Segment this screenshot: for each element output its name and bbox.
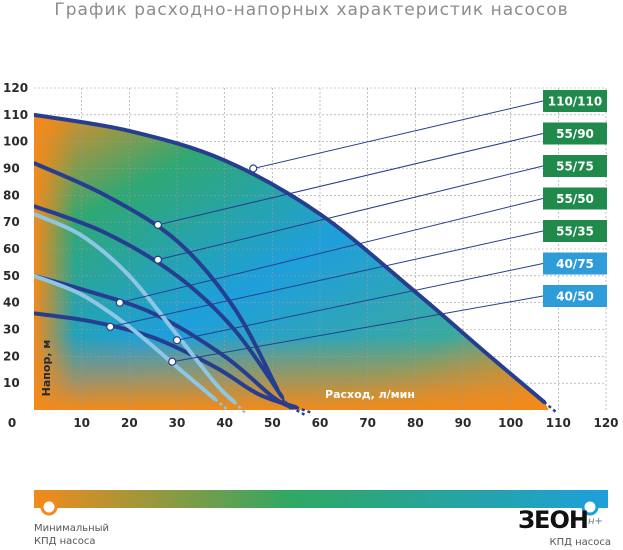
efficiency-fill-area (34, 114, 549, 410)
y-tick-label: 60 (3, 242, 20, 256)
curve-tail-40-50 (214, 398, 229, 411)
marker-point (153, 220, 163, 229)
legend-label-55-90: 55/90 (556, 127, 594, 141)
leader-line (157, 165, 544, 261)
brand-word: ЗЕОН (518, 506, 589, 534)
x-tick-label: 110 (546, 416, 571, 430)
curve-55-75 (34, 204, 284, 399)
marker-point (106, 322, 115, 331)
curve-40-50 (34, 273, 218, 402)
x-tick-label: 120 (593, 416, 618, 430)
x-tick-label: 0 (8, 416, 16, 430)
legend-box-55-75 (543, 155, 607, 177)
scale-min-marker (40, 498, 58, 516)
legend-label-55-35: 55/35 (556, 225, 594, 239)
y-axis-ticks: 10 20 30 40 50 60 70 80 90 100 110 120 (3, 81, 28, 390)
legend-box-40-50 (543, 285, 607, 307)
curve-55-35 (34, 311, 299, 410)
legend-label-55-50: 55/50 (556, 192, 594, 206)
y-axis-label: Напор, м (40, 340, 53, 397)
legend-box-110-110 (543, 90, 607, 112)
y-tick-label: 110 (3, 108, 28, 122)
legend-box-55-50 (543, 187, 607, 210)
leader-line (253, 100, 544, 169)
legend-box-55-35 (543, 220, 607, 242)
x-tick-label: 20 (121, 416, 138, 430)
x-tick-label: 40 (216, 416, 233, 430)
curve-tail-40-75 (233, 401, 247, 415)
x-tick-label: 60 (312, 416, 329, 430)
y-tick-label: 20 (3, 349, 20, 363)
x-tick-label: 50 (264, 416, 281, 430)
x-tick-label: 10 (73, 416, 90, 430)
legend-label-110-110: 110/110 (548, 95, 602, 109)
curve-layer (34, 112, 558, 417)
legend-label-40-50: 40/50 (556, 290, 594, 304)
y-tick-label: 30 (3, 323, 20, 337)
brand-logo: ЗЕОН н+ (518, 506, 614, 536)
curve-tail-55-35 (295, 406, 312, 414)
curve-55-50 (34, 273, 294, 410)
y-tick-label: 90 (3, 162, 20, 176)
efficiency-scale-bar (34, 490, 608, 508)
leader-line (119, 198, 544, 304)
legend-label-40-75: 40/75 (556, 257, 594, 271)
x-tick-label: 90 (455, 416, 472, 430)
leader-line (157, 133, 544, 226)
curve-tail-110-110 (543, 400, 558, 414)
curve-55-90 (34, 161, 280, 391)
curve-tail-55-50 (290, 406, 306, 417)
leader-lines (110, 100, 544, 363)
y-tick-label: 40 (3, 296, 20, 310)
curve-40-75 (34, 212, 237, 404)
scale-min-label: Минимальный КПД насоса (34, 523, 110, 547)
legend-box-55-90 (543, 122, 607, 145)
y-tick-label: 10 (3, 376, 20, 390)
leader-line (172, 295, 544, 363)
marker-point (115, 298, 124, 307)
leader-line (110, 230, 544, 328)
leader-line (176, 263, 544, 341)
legend: 110/110 55/90 55/75 55/50 55/35 40/75 40/50 (543, 90, 607, 307)
y-tick-label: 50 (3, 269, 20, 283)
y-tick-label: 100 (3, 135, 28, 149)
scale-max-label: КПД насоса (549, 537, 611, 548)
y-tick-label: 80 (3, 188, 20, 202)
scale-max-marker (581, 498, 599, 516)
marker-point (153, 255, 163, 264)
marker-point (172, 336, 182, 345)
brand-sub: н+ (588, 516, 603, 527)
x-axis-ticks: 0 10 20 30 40 50 60 70 80 90 100 110 120 (8, 416, 619, 430)
x-tick-label: 100 (498, 416, 523, 430)
marker-point (168, 357, 177, 366)
fill-edge-bottom (34, 114, 549, 410)
y-tick-label: 70 (3, 215, 20, 229)
y-tick-label: 120 (3, 81, 28, 95)
x-tick-label: 80 (407, 416, 424, 430)
curve-110-110 (34, 112, 547, 404)
marker-layer (106, 164, 258, 366)
legend-box-40-75 (543, 252, 607, 275)
chart-title: График расходно-напорных характеристик н… (54, 0, 569, 20)
x-tick-label: 30 (169, 416, 186, 430)
marker-point (249, 164, 258, 173)
x-tick-label: 70 (359, 416, 376, 430)
x-axis-label: Расход, л/мин (325, 388, 415, 401)
legend-label-55-75: 55/75 (556, 160, 594, 174)
